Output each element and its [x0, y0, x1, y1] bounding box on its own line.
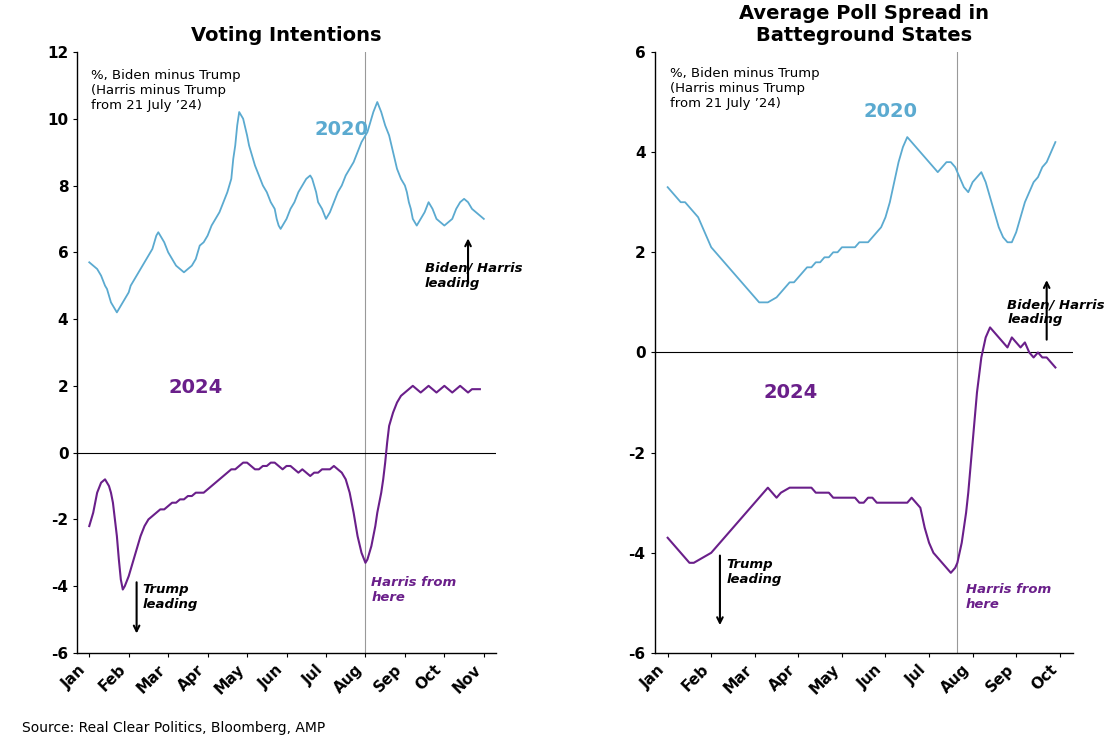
Text: Biden/ Harris
leading: Biden/ Harris leading [425, 262, 522, 289]
Text: 2024: 2024 [763, 383, 817, 401]
Title: Average Poll Spread in
Batteground States: Average Poll Spread in Batteground State… [739, 4, 989, 45]
Text: %, Biden minus Trump
(Harris minus Trump
from 21 July ’24): %, Biden minus Trump (Harris minus Trump… [91, 68, 241, 111]
Text: Source: Real Clear Politics, Bloomberg, AMP: Source: Real Clear Politics, Bloomberg, … [22, 720, 325, 735]
Text: 2020: 2020 [314, 120, 368, 139]
Text: Biden/ Harris
leading: Biden/ Harris leading [1008, 298, 1105, 326]
Text: Trump
leading: Trump leading [143, 583, 198, 611]
Title: Voting Intentions: Voting Intentions [191, 26, 382, 45]
Text: Harris from
here: Harris from here [966, 582, 1052, 611]
Text: Trump
leading: Trump leading [727, 558, 782, 585]
Text: 2020: 2020 [864, 102, 918, 121]
Text: 2024: 2024 [168, 378, 222, 396]
Text: %, Biden minus Trump
(Harris minus Trump
from 21 July ’24): %, Biden minus Trump (Harris minus Trump… [670, 67, 820, 110]
Text: Harris from
here: Harris from here [372, 576, 457, 604]
